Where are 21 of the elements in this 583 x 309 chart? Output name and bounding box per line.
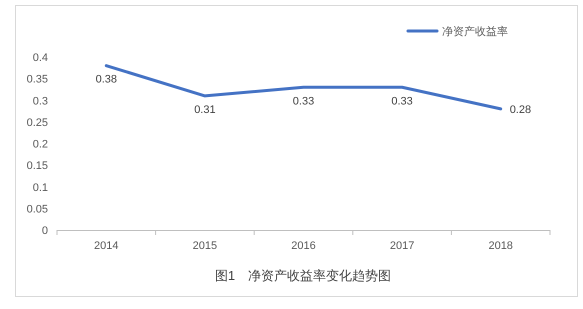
x-tick-label: 2017 [390, 240, 414, 252]
x-tick-label: 2015 [192, 240, 218, 252]
data-label: 0.33 [391, 95, 413, 108]
x-tick-label: 2014 [94, 240, 119, 252]
x-tick-label: 2016 [291, 240, 316, 252]
y-tick-label: 0.3 [32, 95, 48, 108]
data-label: 0.38 [96, 74, 118, 86]
y-tick-label: 0.15 [26, 160, 48, 172]
y-tick-label: 0.25 [26, 116, 48, 129]
text: 图1 净资产收益率变化趋势图 [214, 268, 392, 283]
x-tick-label: 2018 [488, 240, 513, 252]
y-tick-label: 0.4 [32, 52, 48, 64]
data-label: 0.33 [292, 95, 314, 108]
y-tick-label: 0.05 [26, 203, 48, 216]
data-label: 0.31 [194, 104, 216, 116]
y-tick-label: 0.1 [32, 182, 48, 194]
y-tick-label: 0.35 [26, 74, 48, 86]
legend-label: 净资产收益率 [442, 25, 508, 38]
data-label: 0.28 [510, 104, 532, 116]
y-tick-label: 0 [42, 225, 48, 237]
y-tick-label: 0.2 [32, 138, 48, 150]
